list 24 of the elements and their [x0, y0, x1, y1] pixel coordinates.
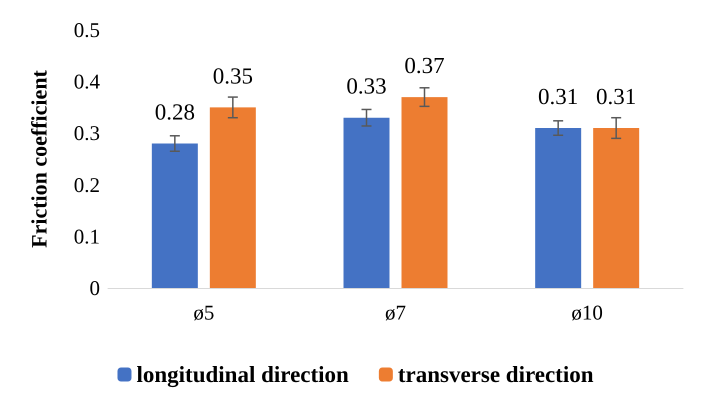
x-tick-label: ø10 [571, 300, 603, 324]
y-tick-label: 0.1 [74, 224, 100, 248]
bar [210, 107, 256, 288]
bar [593, 128, 640, 288]
bar [152, 144, 198, 288]
legend-label: longitudinal direction [136, 362, 350, 388]
data-label: 0.28 [154, 100, 195, 125]
x-tick-label: ø7 [385, 300, 406, 324]
bar [344, 118, 390, 288]
y-tick-label: 0 [90, 276, 100, 300]
y-tick-label: 0.5 [74, 18, 100, 42]
y-tick-label: 0.4 [74, 70, 100, 94]
y-tick-label: 0.2 [74, 172, 100, 197]
y-tick-label: 0.3 [74, 121, 100, 146]
data-label: 0.31 [538, 84, 578, 110]
legend-label: transverse direction [398, 362, 594, 387]
data-label: 0.31 [596, 84, 636, 110]
data-label: 0.33 [346, 74, 387, 99]
bar [402, 97, 448, 288]
x-tick-label: ø5 [193, 300, 214, 324]
data-label: 0.35 [212, 63, 253, 88]
y-axis-title: Friction coefficient [26, 69, 52, 248]
data-label: 0.37 [404, 53, 445, 78]
bar [535, 128, 582, 288]
